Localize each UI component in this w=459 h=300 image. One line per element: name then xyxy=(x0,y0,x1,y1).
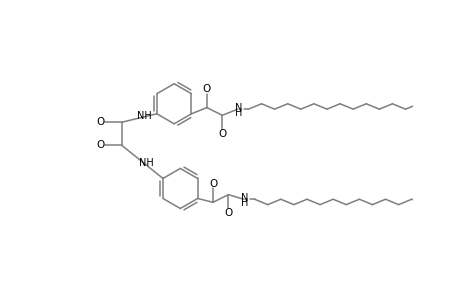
Text: N: N xyxy=(241,193,248,203)
Text: NH: NH xyxy=(139,158,153,168)
Text: O: O xyxy=(208,179,217,189)
Text: O: O xyxy=(96,117,104,127)
Text: NH: NH xyxy=(136,111,151,121)
Text: H: H xyxy=(234,108,241,118)
Text: O: O xyxy=(96,140,104,150)
Text: O: O xyxy=(224,208,232,218)
Text: N: N xyxy=(234,103,241,112)
Text: H: H xyxy=(241,198,248,208)
Text: O: O xyxy=(218,129,226,139)
Text: O: O xyxy=(202,84,211,94)
